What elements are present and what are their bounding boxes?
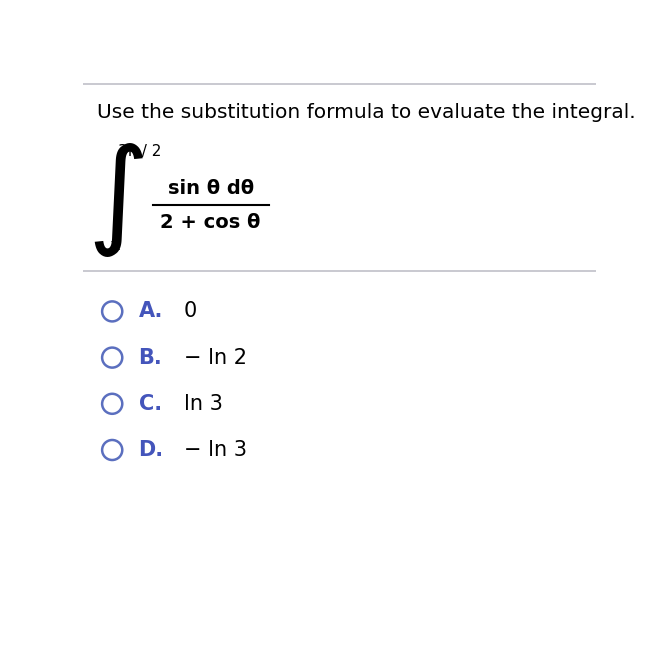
- Text: π: π: [111, 239, 120, 253]
- Text: $\int$: $\int$: [87, 141, 144, 259]
- Text: D.: D.: [138, 440, 164, 460]
- Text: − ln 2: − ln 2: [183, 348, 246, 368]
- Text: 2 + cos θ: 2 + cos θ: [160, 213, 261, 232]
- Text: B.: B.: [138, 348, 162, 368]
- Text: 0: 0: [183, 302, 197, 322]
- Text: C.: C.: [138, 394, 162, 414]
- Text: A.: A.: [138, 302, 163, 322]
- Text: Use the substitution formula to evaluate the integral.: Use the substitution formula to evaluate…: [97, 103, 636, 122]
- Text: ln 3: ln 3: [183, 394, 222, 414]
- Text: 3π / 2: 3π / 2: [118, 144, 161, 159]
- Text: sin θ dθ: sin θ dθ: [167, 179, 254, 198]
- Text: − ln 3: − ln 3: [183, 440, 246, 460]
